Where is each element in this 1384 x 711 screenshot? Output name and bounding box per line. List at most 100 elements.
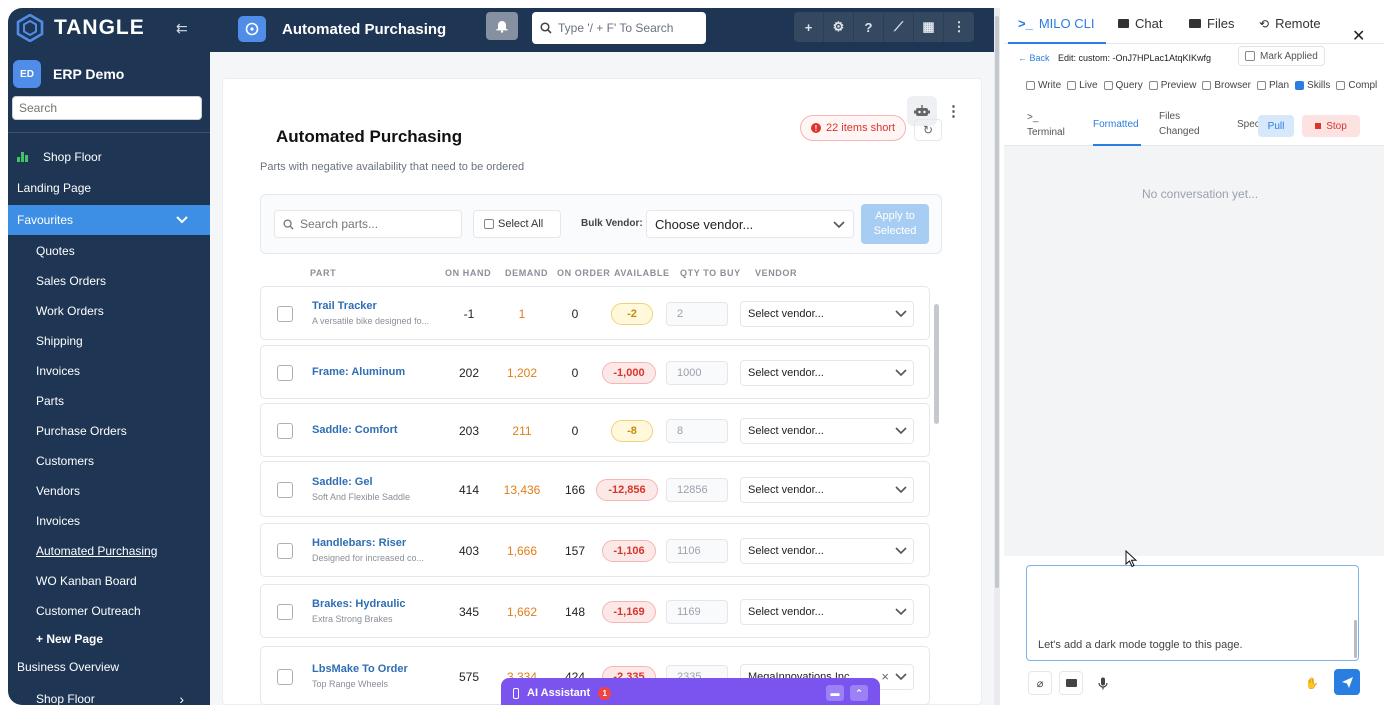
qty-to-buy-input[interactable]: 2	[666, 302, 728, 326]
sidebar-item-shop-floor[interactable]: Shop Floor	[8, 142, 210, 172]
sidebar-item-wo-kanban-board[interactable]: WO Kanban Board	[8, 566, 210, 596]
org-switcher[interactable]: ED ERP Demo	[13, 60, 124, 88]
option-live[interactable]: Live	[1067, 80, 1098, 91]
sidebar-item-favourites[interactable]: Favourites	[8, 205, 210, 235]
sidebar-item-landing-page[interactable]: Landing Page	[8, 173, 210, 203]
option-compl[interactable]: Compl	[1336, 80, 1377, 91]
select-all-checkbox[interactable]: Select All	[473, 210, 561, 238]
stop-button[interactable]: Stop	[1302, 115, 1360, 137]
refresh-button[interactable]: ↻	[914, 119, 942, 141]
qty-to-buy-input[interactable]: 8	[666, 419, 728, 443]
close-icon[interactable]: ✕	[1352, 28, 1366, 45]
apply-to-selected-button[interactable]: Apply to Selected	[861, 204, 929, 244]
sidebar-item-invoices[interactable]: Invoices	[8, 356, 210, 386]
bulk-vendor-select[interactable]: Choose vendor...	[646, 210, 854, 238]
sidebar-item-sales-orders[interactable]: Sales Orders	[8, 266, 210, 296]
part-name-link[interactable]: Brakes: Hydraulic	[312, 598, 406, 610]
row-vendor-select[interactable]: Select vendor...	[740, 301, 914, 327]
help-icon[interactable]: ?	[854, 12, 884, 42]
sidebar-search-input[interactable]	[12, 96, 202, 120]
ai-expand-button[interactable]: ⌃	[850, 685, 868, 701]
tab-files[interactable]: Files	[1189, 16, 1234, 31]
back-link[interactable]: ← Back	[1018, 53, 1050, 63]
pull-button[interactable]: Pull	[1258, 115, 1294, 137]
table-scroll-thumb[interactable]	[934, 304, 939, 424]
sidebar-item-automated-purchasing[interactable]: Automated Purchasing	[8, 536, 210, 566]
sidebar-item-invoices-2[interactable]: Invoices	[8, 506, 210, 536]
ai-robot-button[interactable]	[907, 96, 937, 126]
row-checkbox[interactable]	[277, 482, 293, 498]
row-checkbox[interactable]	[277, 543, 293, 559]
more-icon[interactable]: ⋮	[952, 19, 966, 34]
mark-applied-checkbox[interactable]: Mark Applied	[1238, 46, 1325, 66]
option-skills[interactable]: Skills	[1295, 80, 1330, 91]
message-scrollbar[interactable]	[1354, 620, 1357, 658]
parts-search-input[interactable]: Search parts...	[274, 210, 462, 238]
option-browser[interactable]: Browser	[1202, 80, 1251, 91]
sidebar-item-shop-floor-2[interactable]: Shop Floor ›	[8, 684, 210, 705]
row-vendor-select[interactable]: Select vendor...	[740, 538, 914, 564]
collapse-sidebar-icon[interactable]: ⇇	[176, 20, 188, 36]
sidebar-item-purchase-orders[interactable]: Purchase Orders	[8, 416, 210, 446]
row-checkbox[interactable]	[277, 668, 293, 685]
part-name-link[interactable]: LbsMake To Order	[312, 662, 408, 675]
ai-minimize-button[interactable]: ▬	[826, 685, 844, 701]
row-vendor-select[interactable]: Select vendor...	[740, 477, 914, 503]
qty-to-buy-input[interactable]: 1106	[666, 539, 728, 563]
clear-vendor-icon[interactable]: ×	[881, 669, 889, 684]
part-name-link[interactable]: Saddle: Gel	[312, 476, 373, 488]
attach-button[interactable]: ⌀	[1028, 671, 1052, 695]
notifications-button[interactable]	[486, 12, 518, 40]
qty-to-buy-input[interactable]: 12856	[666, 478, 728, 502]
option-preview[interactable]: Preview	[1148, 80, 1196, 91]
qty-to-buy-input[interactable]: 1169	[666, 600, 728, 624]
sidebar-item-work-orders[interactable]: Work Orders	[8, 296, 210, 326]
sidebar-item-parts[interactable]: Parts	[8, 386, 210, 416]
part-name-link[interactable]: Frame: Aluminum	[312, 366, 406, 378]
subtab-terminal[interactable]: >_ Terminal	[1027, 110, 1065, 140]
panel-resizer[interactable]	[994, 8, 1000, 705]
sidebar-item-quotes[interactable]: Quotes	[8, 236, 210, 266]
sidebar-item-customer-outreach[interactable]: Customer Outreach	[8, 596, 210, 626]
subtab-spec[interactable]: Spec	[1237, 119, 1260, 130]
tab-chat[interactable]: Chat	[1118, 16, 1162, 31]
layout-icon[interactable]: ▦	[914, 12, 944, 42]
row-checkbox[interactable]	[277, 423, 293, 439]
settings-icon[interactable]: ⚙	[824, 12, 854, 42]
hand-button[interactable]: ✋	[1300, 671, 1324, 695]
part-name-link[interactable]: Trail Tracker	[312, 300, 377, 312]
message-input[interactable]	[1026, 565, 1359, 661]
row-vendor-select[interactable]: Select vendor...	[740, 599, 914, 625]
subtab-formatted[interactable]: Formatted	[1093, 119, 1139, 130]
tab-remote[interactable]: ⟲ Remote	[1259, 16, 1321, 31]
page-icon	[238, 16, 266, 42]
row-vendor-select[interactable]: Select vendor...	[740, 418, 914, 444]
sidebar-item-customers[interactable]: Customers	[8, 446, 210, 476]
microphone-button[interactable]	[1091, 671, 1115, 695]
row-checkbox[interactable]	[277, 604, 293, 620]
magic-wand-icon[interactable]: ⟋	[884, 12, 914, 42]
subtab-files-changed[interactable]: Files Changed	[1159, 109, 1200, 139]
page-more-icon[interactable]: ⋮	[946, 103, 961, 120]
option-write[interactable]: Write	[1026, 80, 1061, 91]
global-search-input[interactable]: Type '/ + F' To Search	[532, 12, 706, 44]
sidebar-item-business-overview[interactable]: Business Overview	[8, 652, 210, 682]
row-checkbox[interactable]	[277, 365, 293, 381]
row-checkbox[interactable]	[277, 306, 293, 322]
sidebar-item-shipping[interactable]: Shipping	[8, 326, 210, 356]
option-query[interactable]: Query	[1103, 80, 1143, 91]
option-plan[interactable]: Plan	[1257, 80, 1289, 91]
ai-assistant-bar[interactable]: AI Assistant 1 ▬ ⌃	[501, 678, 880, 705]
part-name-link[interactable]: Handlebars: Riser	[312, 537, 407, 549]
sidebar-item-vendors[interactable]: Vendors	[8, 476, 210, 506]
tab-milo-cli[interactable]: >_ MILO CLI	[1018, 16, 1094, 31]
folder-button[interactable]	[1059, 671, 1083, 695]
panel-tabs: >_ MILO CLI Chat Files ⟲ Remote	[1004, 8, 1384, 44]
send-button[interactable]	[1334, 669, 1360, 695]
row-vendor-select[interactable]: Select vendor...	[740, 360, 914, 386]
brand[interactable]: TANGLE	[16, 13, 145, 43]
qty-to-buy-input[interactable]: 1000	[666, 361, 728, 385]
add-icon[interactable]: +	[794, 12, 824, 42]
new-page-button[interactable]: + New Page	[8, 624, 210, 654]
part-name-link[interactable]: Saddle: Comfort	[312, 424, 398, 436]
